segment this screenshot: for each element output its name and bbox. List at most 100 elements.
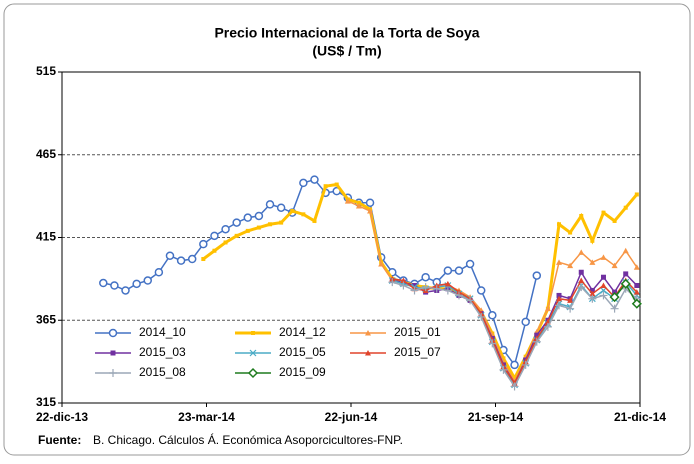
legend-marker <box>110 350 116 356</box>
data-point <box>611 262 618 269</box>
data-point <box>588 294 597 303</box>
data-point <box>589 259 596 265</box>
data-point <box>256 225 261 230</box>
data-point <box>556 295 563 302</box>
data-point <box>600 274 606 280</box>
data-point <box>556 292 562 298</box>
data-point <box>454 266 464 275</box>
data-point <box>557 222 562 227</box>
data-point <box>143 276 152 285</box>
data-point <box>543 322 552 331</box>
data-point <box>234 233 239 238</box>
series-line <box>103 178 538 367</box>
data-point <box>600 282 607 288</box>
data-point <box>165 251 175 260</box>
data-point <box>465 259 475 269</box>
data-point <box>421 272 430 282</box>
data-point <box>432 284 441 293</box>
data-point <box>609 292 620 303</box>
legend-label: 2015_09 <box>279 365 326 379</box>
legend-label: 2015_07 <box>394 345 441 359</box>
data-point <box>268 222 273 227</box>
data-point <box>634 282 640 288</box>
data-point <box>623 205 628 210</box>
data-point <box>501 356 506 361</box>
y-tick-label: 415 <box>36 230 56 244</box>
y-tick-label: 515 <box>36 64 56 78</box>
data-point <box>488 311 497 320</box>
data-point <box>601 210 606 215</box>
data-point <box>443 286 452 295</box>
legend-label: 2014_10 <box>139 325 186 339</box>
data-point <box>132 279 141 289</box>
data-point <box>290 209 295 214</box>
data-point <box>634 192 639 197</box>
data-point <box>532 271 542 280</box>
x-tick-label: 21-sep-14 <box>468 410 524 424</box>
data-point <box>421 283 430 292</box>
data-point <box>312 218 317 223</box>
data-point <box>567 297 574 303</box>
y-tick-label: 365 <box>36 312 56 326</box>
data-point <box>499 365 508 374</box>
data-point <box>310 175 319 184</box>
data-point <box>276 203 286 212</box>
x-tick-label: 21-dic-14 <box>614 410 666 424</box>
data-point <box>579 213 584 218</box>
data-point <box>566 304 575 313</box>
data-point <box>510 382 519 391</box>
data-point <box>488 339 497 348</box>
data-point <box>532 337 541 346</box>
y-tick-label: 465 <box>36 147 56 161</box>
legend-label: 2015_05 <box>279 345 326 359</box>
legend-label: 2015_01 <box>394 325 441 339</box>
data-point <box>612 218 617 223</box>
data-point <box>521 317 530 327</box>
source-label: Fuente: <box>38 433 81 447</box>
series-line <box>202 182 638 382</box>
x-tick-label: 23-mar-14 <box>178 410 235 424</box>
data-point <box>412 282 418 288</box>
data-point <box>187 254 197 264</box>
data-point <box>223 240 228 245</box>
legend-marker <box>365 330 371 336</box>
data-point <box>610 304 619 313</box>
data-point <box>232 218 241 227</box>
data-point <box>378 260 385 267</box>
data-point <box>323 184 328 189</box>
data-point <box>355 203 362 209</box>
data-point <box>510 360 519 370</box>
data-point <box>476 286 486 295</box>
data-point <box>344 198 351 204</box>
data-point <box>221 224 230 234</box>
data-point <box>600 254 607 260</box>
legend-marker <box>249 349 257 357</box>
legend-marker <box>365 350 371 356</box>
data-point <box>245 228 250 233</box>
data-point <box>388 278 397 287</box>
data-point <box>99 278 108 288</box>
data-point <box>301 212 306 217</box>
data-point <box>578 269 584 275</box>
data-point <box>265 200 275 209</box>
data-point <box>599 291 608 300</box>
data-point <box>578 277 585 284</box>
data-point <box>534 332 540 338</box>
data-point <box>201 257 206 262</box>
data-point <box>367 208 374 214</box>
data-point <box>454 291 463 300</box>
data-point <box>578 249 585 255</box>
data-point <box>365 198 375 207</box>
data-point <box>199 239 208 249</box>
data-point <box>443 266 453 275</box>
data-point <box>356 200 361 205</box>
data-point <box>633 289 640 295</box>
data-point <box>631 298 642 309</box>
legend-label: 2014_12 <box>279 325 326 339</box>
chart-frame <box>3 3 691 456</box>
data-point <box>154 268 164 277</box>
data-point <box>444 280 451 287</box>
data-point <box>176 256 186 265</box>
data-point <box>633 264 640 270</box>
data-point <box>400 277 407 284</box>
